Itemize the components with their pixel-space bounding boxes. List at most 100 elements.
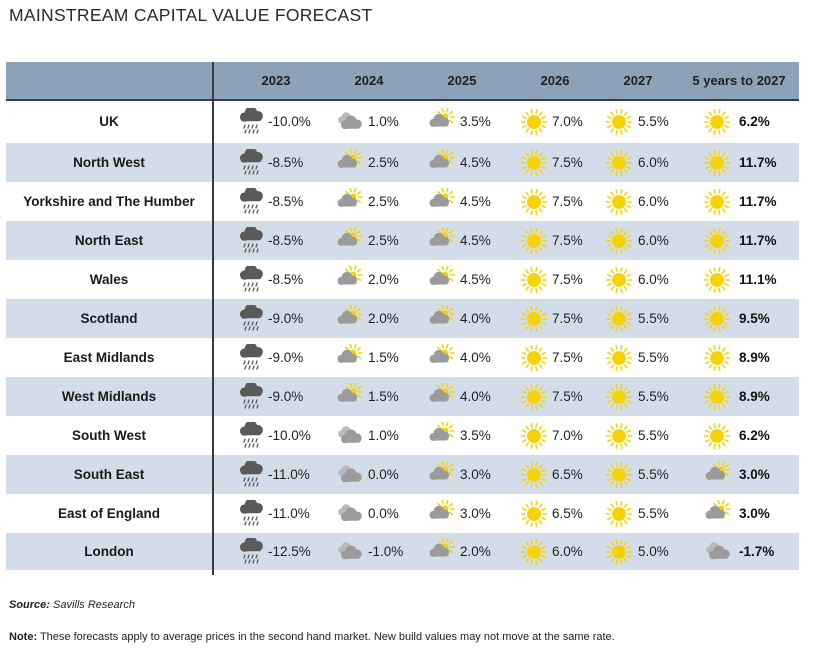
sun-icon [520,266,548,293]
table-row: South East -11.0% 0.0% 3.0% 6.5% 5.5% 3.0% [6,455,799,494]
sun-icon [605,383,633,410]
note-line: Note: These forecasts apply to average p… [9,631,615,643]
table-row: East Midlands -9.0% 1.5% 4.0% 7.5% 5.5% 8.9% [6,338,799,377]
sun-icon [703,149,731,176]
value-cell: -1.0% [368,544,404,559]
value-cell: 3.0% [739,467,770,482]
partly-sunny-icon [429,304,455,324]
table-header: 2023 2024 2025 2026 2027 5 years to 2027 [6,62,799,101]
value-cell: 7.5% [552,233,583,248]
partly-sunny-icon [429,148,455,168]
sun-icon [605,305,633,332]
value-cell: 7.5% [552,311,583,326]
column-header: 5 years to 2027 [692,73,786,88]
value-cell: 3.0% [460,467,491,482]
sun-icon [520,188,548,215]
value-cell: 3.5% [460,428,491,443]
sun-icon [605,227,633,254]
sun-icon [605,149,633,176]
column-header: 2024 [354,73,384,88]
sun-icon [703,422,731,449]
value-cell: 5.5% [638,311,669,326]
region-label: East Midlands [63,350,155,365]
value-cell: 11.7% [739,233,777,248]
value-cell: 6.5% [552,506,583,521]
value-cell: 0.0% [368,506,399,521]
storm-cloud-icon [239,382,263,409]
value-cell: -11.0% [268,467,310,482]
sun-icon [520,109,548,135]
value-cell: 4.5% [460,272,491,287]
value-cell: 4.0% [460,350,491,365]
sun-icon [520,344,548,371]
partly-sunny-icon [429,421,455,441]
table-row: East of England -11.0% 0.0% 3.0% 6.5% 5.5% 3.0… [6,494,799,533]
partly-sunny-icon [429,343,455,363]
storm-cloud-icon [239,187,263,214]
value-cell: 4.5% [460,194,491,209]
value-cell: 8.9% [739,350,770,365]
sun-icon [605,188,633,215]
value-cell: 9.5% [739,311,770,326]
sun-icon [703,109,731,135]
value-cell: 2.5% [368,155,399,170]
partly-sunny-icon [429,537,455,557]
value-cell: 6.0% [638,272,669,287]
partly-sunny-icon [429,187,455,207]
value-cell: 6.5% [552,467,583,482]
value-cell: 4.5% [460,155,491,170]
sun-icon [605,500,633,527]
value-cell: 6.0% [638,233,669,248]
sun-icon [703,305,731,332]
partly-sunny-icon [337,382,363,402]
sun-icon [520,461,548,488]
value-cell: 0.0% [368,467,399,482]
partly-sunny-icon [429,499,455,519]
sun-icon [520,227,548,254]
table-row: West Midlands -9.0% 1.5% 4.0% 7.5% 5.5% 8.9% [6,377,799,416]
partly-sunny-icon [429,265,455,285]
value-cell: -12.5% [268,544,311,559]
sun-icon [605,266,633,293]
value-cell: -11.0% [268,506,310,521]
value-cell: 11.1% [739,272,777,287]
value-cell: -8.5% [268,194,304,209]
value-cell: 7.5% [552,350,583,365]
cloud-icon [338,503,362,521]
region-label: East of England [57,506,160,521]
table-row: North East -8.5% 2.5% 4.5% 7.5% 6.0% 11.7% [6,221,799,260]
partly-sunny-icon [705,460,731,480]
value-cell: 7.5% [552,194,583,209]
partly-sunny-icon [429,382,455,402]
sun-icon [520,538,548,565]
storm-cloud-icon [239,343,263,370]
sun-icon [520,149,548,176]
value-cell: 5.5% [638,428,669,443]
value-cell: -9.0% [268,389,304,404]
storm-cloud-icon [239,304,263,331]
value-cell: 6.2% [739,114,770,129]
value-cell: 2.5% [368,194,399,209]
sun-icon [605,344,633,371]
value-cell: 7.5% [552,155,583,170]
source-label: Source: [9,599,50,611]
value-cell: -10.0% [268,114,311,129]
sun-icon [605,422,633,449]
value-cell: 11.7% [739,194,777,209]
value-cell: 1.5% [368,350,399,365]
value-cell: -9.0% [268,311,304,326]
region-label: Scotland [80,311,138,326]
sun-icon [703,227,731,254]
table-body: UK -10.0% 1.0% 3.5% 7.0% 5.5% 6.2% North West -8… [6,101,799,570]
value-cell: 1.0% [368,114,399,129]
partly-sunny-icon [337,304,363,324]
value-cell: 4.0% [460,389,491,404]
partly-sunny-icon [337,187,363,207]
region-label: Wales [89,272,129,287]
value-cell: -8.5% [268,155,304,170]
sun-icon [605,538,633,565]
column-header: 2023 [261,73,291,88]
storm-cloud-icon [239,460,263,487]
value-cell: 6.0% [638,194,669,209]
sun-icon [520,500,548,527]
